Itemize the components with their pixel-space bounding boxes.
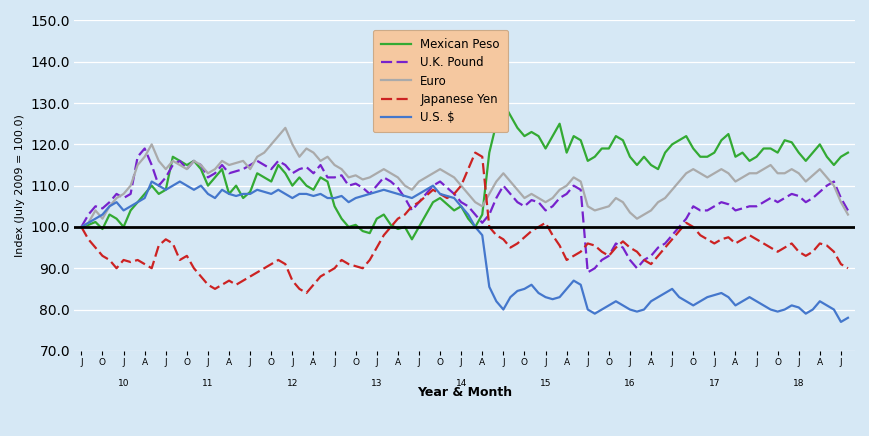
Euro — [624, 210, 634, 215]
Euro — [455, 183, 466, 188]
Text: 18: 18 — [792, 378, 804, 388]
U.K. Pound — [631, 266, 641, 271]
Japanese Yen — [455, 183, 466, 188]
Legend: Mexican Peso, U.K. Pound, Euro, Japanese Yen, U.S. $: Mexican Peso, U.K. Pound, Euro, Japanese… — [373, 30, 507, 133]
Line: U.K. Pound: U.K. Pound — [82, 149, 847, 272]
U.S. $ — [308, 193, 318, 198]
Line: Japanese Yen: Japanese Yen — [82, 153, 847, 293]
Text: 15: 15 — [539, 378, 551, 388]
U.S. $ — [828, 307, 839, 312]
Line: Euro: Euro — [82, 128, 847, 227]
U.K. Pound — [806, 195, 817, 201]
Japanese Yen — [434, 191, 445, 197]
Text: 10: 10 — [117, 378, 129, 388]
Line: Mexican Peso: Mexican Peso — [82, 103, 847, 239]
Japanese Yen — [308, 282, 318, 287]
Text: 13: 13 — [370, 378, 382, 388]
Text: 12: 12 — [287, 378, 298, 388]
Euro — [799, 179, 810, 184]
U.S. $ — [624, 307, 634, 312]
X-axis label: Year & Month: Year & Month — [416, 386, 512, 399]
Japanese Yen — [835, 262, 846, 267]
Mexican Peso — [631, 162, 641, 167]
U.S. $ — [455, 204, 466, 209]
U.S. $ — [76, 225, 87, 230]
Mexican Peso — [434, 195, 445, 201]
U.K. Pound — [434, 179, 445, 184]
Euro — [828, 183, 839, 188]
Japanese Yen — [469, 150, 480, 155]
Japanese Yen — [631, 249, 641, 254]
Mexican Peso — [806, 150, 817, 155]
U.K. Pound — [835, 195, 846, 201]
Mexican Peso — [301, 183, 311, 188]
U.S. $ — [835, 319, 846, 324]
U.S. $ — [799, 311, 810, 316]
U.K. Pound — [842, 208, 852, 213]
Mexican Peso — [76, 225, 87, 230]
U.K. Pound — [308, 170, 318, 176]
Euro — [76, 225, 87, 230]
Text: 11: 11 — [202, 378, 214, 388]
Mexican Peso — [498, 100, 508, 106]
U.K. Pound — [139, 146, 149, 151]
U.S. $ — [146, 179, 156, 184]
Euro — [842, 212, 852, 217]
Text: 17: 17 — [707, 378, 720, 388]
Text: 16: 16 — [623, 378, 635, 388]
Euro — [308, 150, 318, 155]
Euro — [434, 167, 445, 172]
Japanese Yen — [301, 290, 311, 296]
Japanese Yen — [842, 266, 852, 271]
Line: U.S. $: U.S. $ — [82, 181, 847, 322]
U.K. Pound — [76, 225, 87, 230]
Mexican Peso — [455, 204, 466, 209]
Japanese Yen — [806, 249, 817, 254]
Mexican Peso — [406, 237, 416, 242]
Mexican Peso — [835, 154, 846, 160]
U.K. Pound — [582, 270, 593, 275]
Japanese Yen — [76, 225, 87, 230]
Mexican Peso — [842, 150, 852, 155]
U.K. Pound — [455, 200, 466, 205]
Euro — [280, 125, 290, 130]
Text: 14: 14 — [455, 378, 467, 388]
Y-axis label: Index (July 2009 = 100.0): Index (July 2009 = 100.0) — [15, 114, 25, 257]
U.S. $ — [842, 315, 852, 320]
U.S. $ — [434, 191, 445, 197]
